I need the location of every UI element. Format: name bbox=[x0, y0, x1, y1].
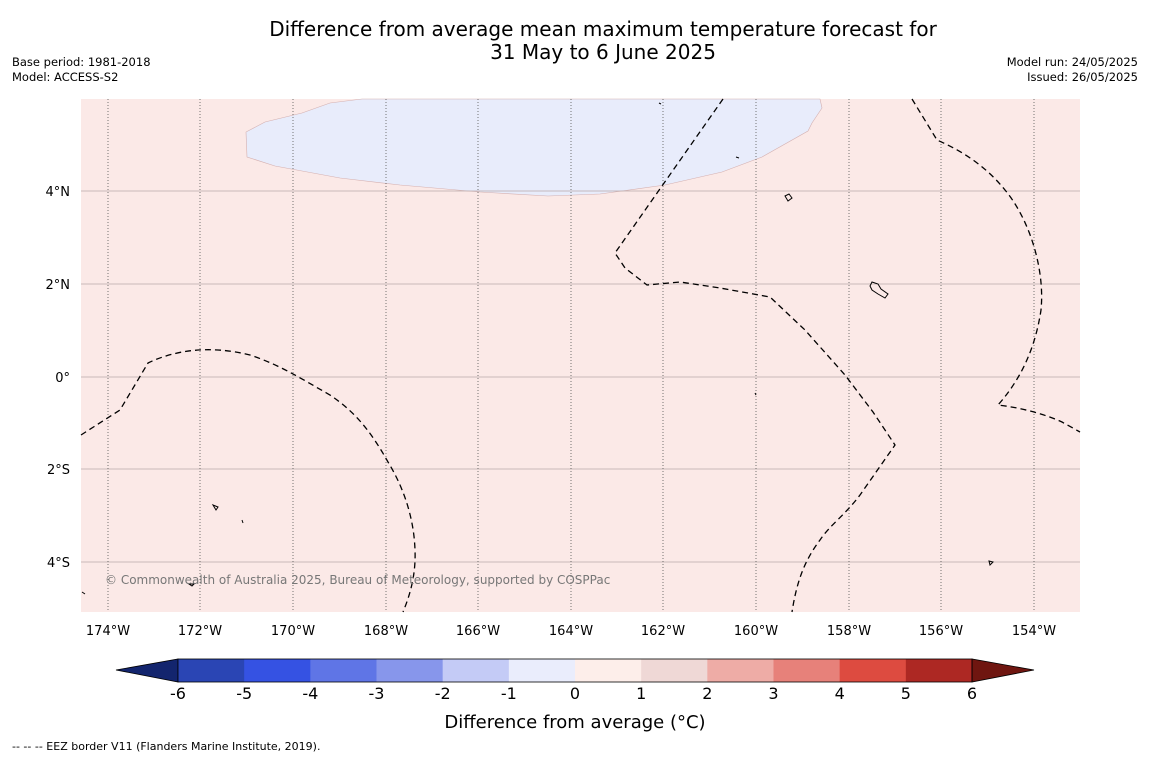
colorbar-segment bbox=[508, 659, 576, 682]
eez-border-east bbox=[911, 98, 1081, 433]
colorbar-segments bbox=[178, 659, 973, 682]
lat-label: 0° bbox=[55, 371, 70, 386]
island bbox=[869, 281, 889, 299]
colorbar-ticks: -6 -5 -4 -3 -2 -1 0 1 2 3 4 5 6 bbox=[170, 684, 977, 703]
lon-label: 166°W bbox=[456, 624, 500, 639]
island bbox=[754, 392, 757, 396]
colorbar: -6 -5 -4 -3 -2 -1 0 1 2 3 4 5 6 Difference from aver… bbox=[115, 658, 1035, 733]
lon-label: 164°W bbox=[549, 624, 593, 639]
colorbar-segment bbox=[575, 659, 642, 682]
colorbar-segment bbox=[244, 659, 311, 682]
colorbar-tick-label: 4 bbox=[835, 684, 845, 703]
lon-label: 162°W bbox=[641, 624, 685, 639]
eez-border-west bbox=[80, 349, 416, 613]
colorbar-label: Difference from average (°C) bbox=[444, 712, 705, 733]
colorbar-tick-label: -5 bbox=[236, 684, 252, 703]
base-period: Base period: 1981-2018 bbox=[12, 55, 151, 69]
lat-label: 4°S bbox=[47, 556, 70, 571]
model-run: Model run: 24/05/2025 bbox=[1006, 55, 1138, 69]
lon-axis-labels: 174°W 172°W 170°W 168°W 166°W 164°W 162°… bbox=[86, 624, 1056, 639]
colorbar-tick-label: 3 bbox=[768, 684, 778, 703]
issued-date: Issued: 26/05/2025 bbox=[1027, 70, 1138, 84]
colorbar-segment bbox=[442, 659, 510, 682]
colorbar-tick-label: 6 bbox=[967, 684, 977, 703]
colorbar-segment bbox=[178, 659, 245, 682]
lon-label: 170°W bbox=[271, 624, 315, 639]
title-line-1: Difference from average mean maximum tem… bbox=[269, 17, 937, 41]
title-line-2: 31 May to 6 June 2025 bbox=[490, 40, 716, 64]
island bbox=[81, 591, 86, 595]
colorbar-tick-label: -2 bbox=[435, 684, 451, 703]
model-name: Model: ACCESS-S2 bbox=[12, 70, 119, 84]
colorbar-low-extend bbox=[115, 658, 179, 683]
island bbox=[658, 102, 662, 105]
colorbar-segment bbox=[376, 659, 444, 682]
island bbox=[211, 503, 219, 511]
lat-label: 2°N bbox=[46, 278, 71, 293]
islands bbox=[81, 102, 994, 595]
colorbar-tick-label: 2 bbox=[702, 684, 712, 703]
latitude-gridlines bbox=[81, 190, 1080, 563]
lon-label: 168°W bbox=[364, 624, 408, 639]
colorbar-segment bbox=[310, 659, 377, 682]
island bbox=[241, 519, 244, 524]
island bbox=[735, 156, 740, 159]
lon-label: 174°W bbox=[86, 624, 130, 639]
colorbar-tick-label: -6 bbox=[170, 684, 186, 703]
eez-border-central bbox=[614, 98, 896, 613]
lat-axis-labels: 4°N 2°N 0° 2°S 4°S bbox=[46, 185, 71, 571]
colorbar-tick-label: -1 bbox=[501, 684, 517, 703]
lon-label: 154°W bbox=[1012, 624, 1056, 639]
lon-label: 156°W bbox=[919, 624, 963, 639]
colorbar-tick-label: 5 bbox=[901, 684, 911, 703]
lon-label: 158°W bbox=[827, 624, 871, 639]
island bbox=[988, 560, 994, 566]
map-figure: 4°N 2°N 0° 2°S 4°S 174°W 172°W 170°W 168… bbox=[46, 98, 1081, 733]
copyright-notice: © Commonwealth of Australia 2025, Bureau… bbox=[105, 573, 610, 587]
colorbar-segment bbox=[839, 659, 907, 682]
chart-title: Difference from average mean maximum tem… bbox=[0, 18, 1150, 64]
meta-right: Model run: 24/05/2025 Issued: 26/05/2025 bbox=[1007, 55, 1138, 85]
cool-anomaly-region bbox=[245, 98, 823, 197]
eez-borders bbox=[80, 98, 1081, 613]
island bbox=[784, 193, 793, 202]
lon-label: 172°W bbox=[178, 624, 222, 639]
lon-label: 160°W bbox=[734, 624, 778, 639]
colorbar-tick-label: 0 bbox=[570, 684, 580, 703]
island bbox=[187, 583, 196, 587]
colorbar-segment bbox=[641, 659, 708, 682]
colorbar-frame bbox=[177, 658, 973, 683]
colorbar-tick-label: -4 bbox=[302, 684, 318, 703]
lat-label: 2°S bbox=[47, 463, 70, 478]
lat-label: 4°N bbox=[46, 185, 71, 200]
colorbar-high-extend bbox=[971, 658, 1035, 683]
colorbar-tick-label: -3 bbox=[369, 684, 385, 703]
colorbar-segment bbox=[905, 659, 973, 682]
colorbar-segment bbox=[773, 659, 841, 682]
colorbar-segment bbox=[707, 659, 774, 682]
eez-footnote: -- -- -- EEZ border V11 (Flanders Marine… bbox=[12, 740, 321, 753]
meta-left: Base period: 1981-2018 Model: ACCESS-S2 bbox=[12, 55, 151, 85]
colorbar-tick-label: 1 bbox=[636, 684, 646, 703]
